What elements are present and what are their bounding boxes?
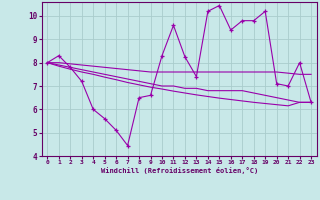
X-axis label: Windchill (Refroidissement éolien,°C): Windchill (Refroidissement éolien,°C) (100, 167, 258, 174)
